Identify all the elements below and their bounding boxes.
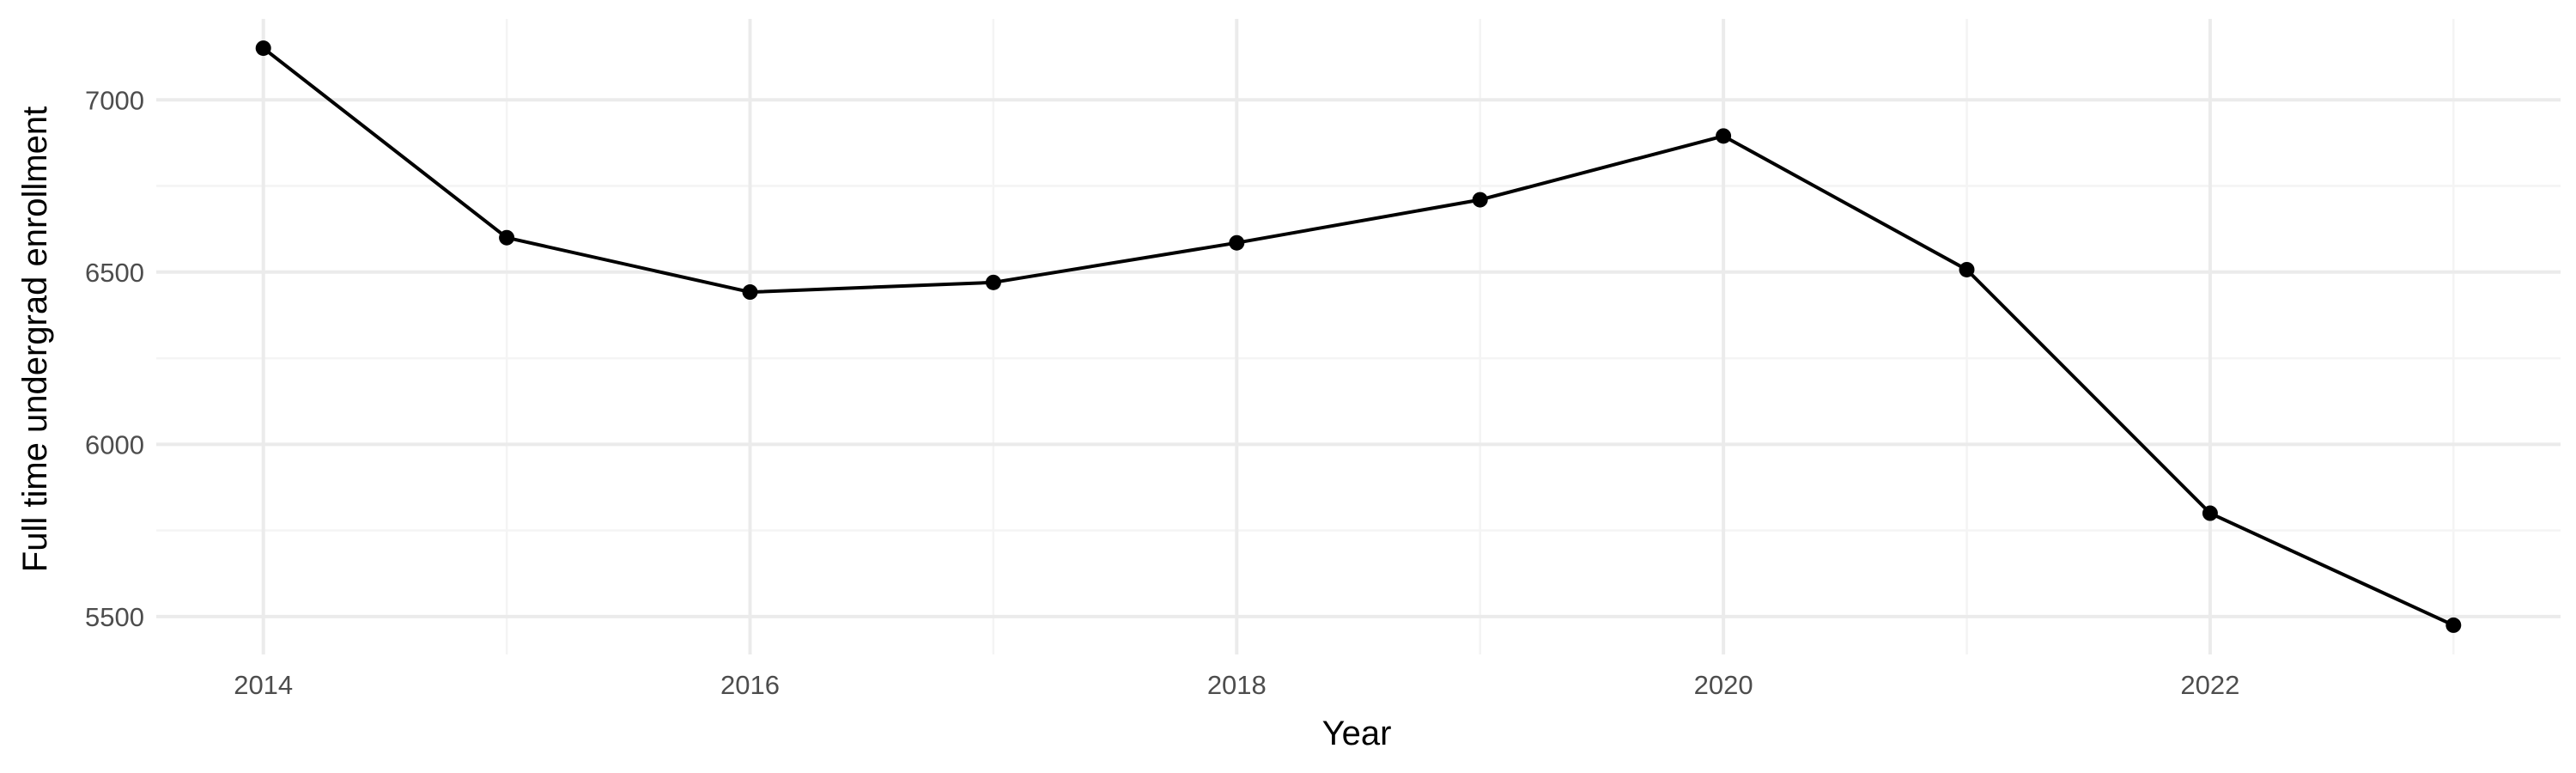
y-tick-label: 6000 (85, 429, 144, 460)
series-layer (255, 40, 2462, 633)
data-point (2202, 505, 2218, 521)
y-tick-label: 5500 (85, 602, 144, 632)
data-point (1229, 234, 1245, 251)
x-tick-label: 2018 (1207, 670, 1267, 700)
data-point (1959, 261, 1975, 277)
data-point (255, 40, 271, 57)
data-point (499, 229, 515, 246)
data-point (2445, 617, 2462, 633)
y-axis-title: Full time undergrad enrollment (16, 107, 54, 572)
y-tick-label: 6500 (85, 258, 144, 288)
x-tick-label: 2022 (2180, 670, 2239, 700)
x-tick-label: 2014 (234, 670, 293, 700)
data-point (1716, 128, 1732, 144)
axes: Year Full time undergrad enrollment 5500… (16, 85, 2239, 752)
data-point (985, 274, 1001, 290)
y-tick-label: 7000 (85, 85, 144, 115)
x-axis-title: Year (1322, 715, 1392, 752)
data-point (1472, 192, 1488, 208)
grid (156, 19, 2561, 654)
series-line (262, 46, 2455, 627)
data-point (742, 284, 758, 301)
x-tick-label: 2016 (720, 670, 780, 700)
x-tick-label: 2020 (1694, 670, 1753, 700)
